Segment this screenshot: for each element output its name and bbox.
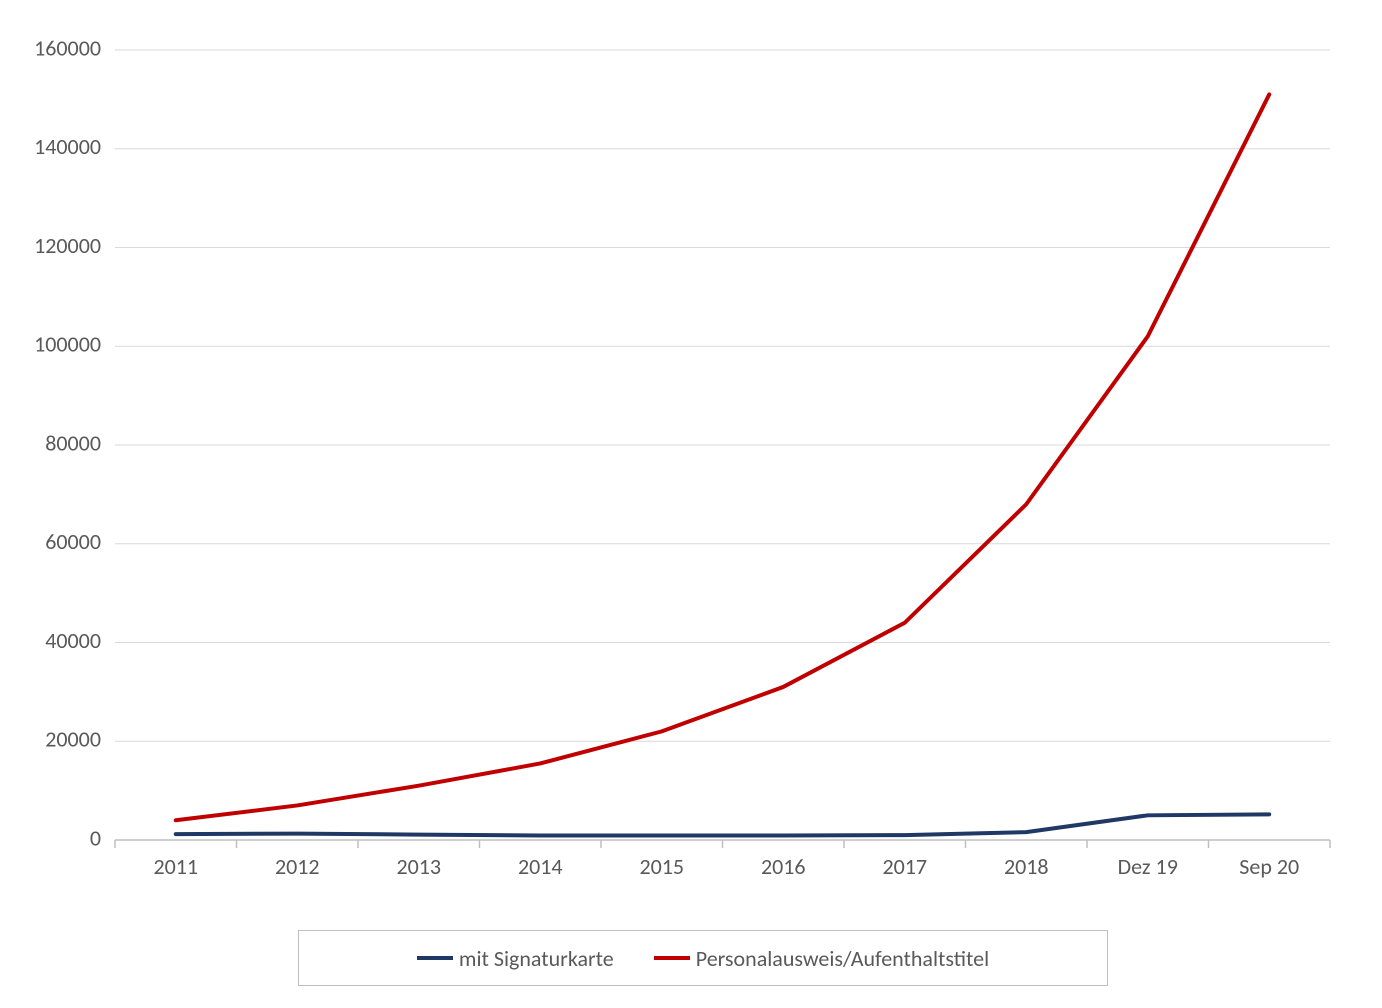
- y-tick-label: 80000: [45, 429, 101, 456]
- x-tick-label: Sep 20: [1239, 853, 1299, 880]
- x-tick-label: 2017: [882, 853, 927, 880]
- y-tick-label: 160000: [34, 34, 101, 61]
- x-tick-label: 2018: [1004, 853, 1049, 880]
- y-tick-label: 20000: [45, 726, 101, 753]
- y-tick-label: 100000: [34, 331, 101, 358]
- y-tick-label: 140000: [34, 133, 101, 160]
- legend-label: Personalausweis/Aufenthaltstitel: [696, 945, 989, 972]
- x-tick-label: 2015: [639, 853, 684, 880]
- chart-canvas: 0 20000 40000 60000 80000 100000 120000 140000 1…: [0, 0, 1382, 1008]
- x-tick-label: 2012: [275, 853, 320, 880]
- x-tick-label: 2013: [396, 853, 441, 880]
- legend-swatch: [654, 956, 690, 960]
- legend-item-personalausweis: Personalausweis/Aufenthaltstitel: [654, 945, 989, 972]
- x-tick-label: 2014: [518, 853, 563, 880]
- legend-label: mit Signaturkarte: [459, 945, 614, 972]
- x-tick-label: Dez 19: [1118, 853, 1178, 880]
- legend-item-signaturkarte: mit Signaturkarte: [417, 945, 614, 972]
- legend-swatch: [417, 956, 453, 960]
- chart-legend: mit Signaturkarte Personalausweis/Aufenth…: [298, 930, 1108, 986]
- y-tick-label: 0: [90, 824, 101, 851]
- y-tick-label: 60000: [45, 528, 101, 555]
- y-tick-label: 40000: [45, 627, 101, 654]
- x-tick-label: 2011: [153, 853, 198, 880]
- y-tick-label: 120000: [34, 232, 101, 259]
- line-chart: 0 20000 40000 60000 80000 100000 120000 140000 1…: [0, 0, 1382, 1008]
- x-tick-label: 2016: [761, 853, 806, 880]
